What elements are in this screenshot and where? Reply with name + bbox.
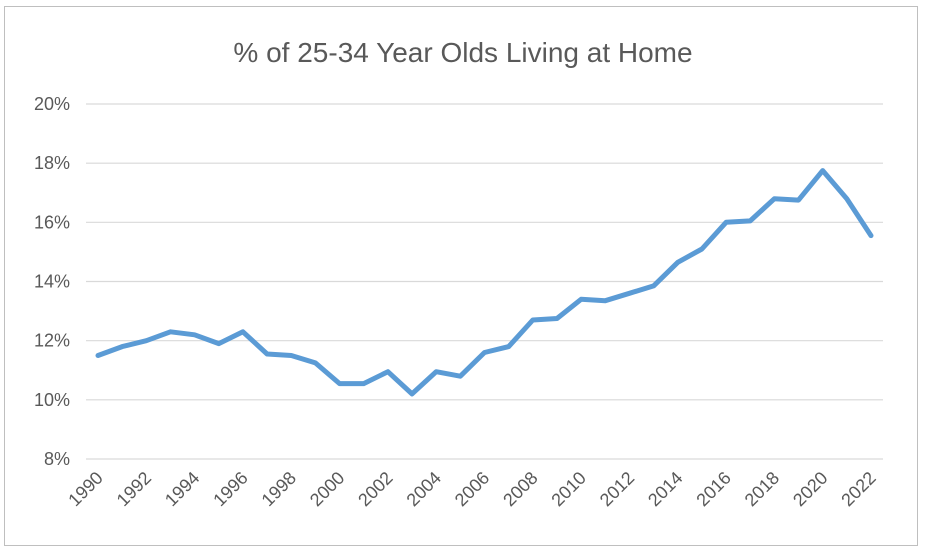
x-tick-label: 2016 [692,468,734,510]
x-tick-label: 1998 [258,468,300,510]
y-axis-ticks: 8% 10% 12% 14% 16% 18% 20% [34,94,70,469]
y-tick-label: 16% [34,212,70,232]
x-tick-label: 2022 [837,468,879,510]
x-tick-label: 2018 [741,468,783,510]
x-axis-ticks: 1990 1992 1994 1996 1998 2000 2002 2004 2006 2008… [64,468,879,510]
x-tick-label: 1990 [64,468,106,510]
x-tick-label: 2000 [306,468,348,510]
x-tick-label: 2012 [596,468,638,510]
y-tick-label: 8% [44,449,70,469]
x-tick-label: 2010 [547,468,589,510]
y-tick-label: 18% [34,153,70,173]
x-tick-label: 2006 [451,468,493,510]
x-tick-label: 1994 [161,468,203,510]
x-tick-label: 1996 [209,468,251,510]
x-tick-label: 2004 [403,468,445,510]
x-tick-label: 2020 [789,468,831,510]
gridlines [86,103,883,460]
x-tick-label: 1992 [113,468,155,510]
x-tick-label: 2014 [644,468,686,510]
x-tick-label: 2008 [499,468,541,510]
series-line [95,168,874,397]
y-tick-label: 20% [34,94,70,114]
chart-frame [4,6,918,546]
y-tick-label: 10% [34,390,70,410]
y-tick-label: 14% [34,272,70,292]
chart-title: % of 25-34 Year Olds Living at Home [233,37,692,68]
y-tick-label: 12% [34,331,70,351]
x-tick-label: 2002 [354,468,396,510]
series-layer [95,168,874,397]
